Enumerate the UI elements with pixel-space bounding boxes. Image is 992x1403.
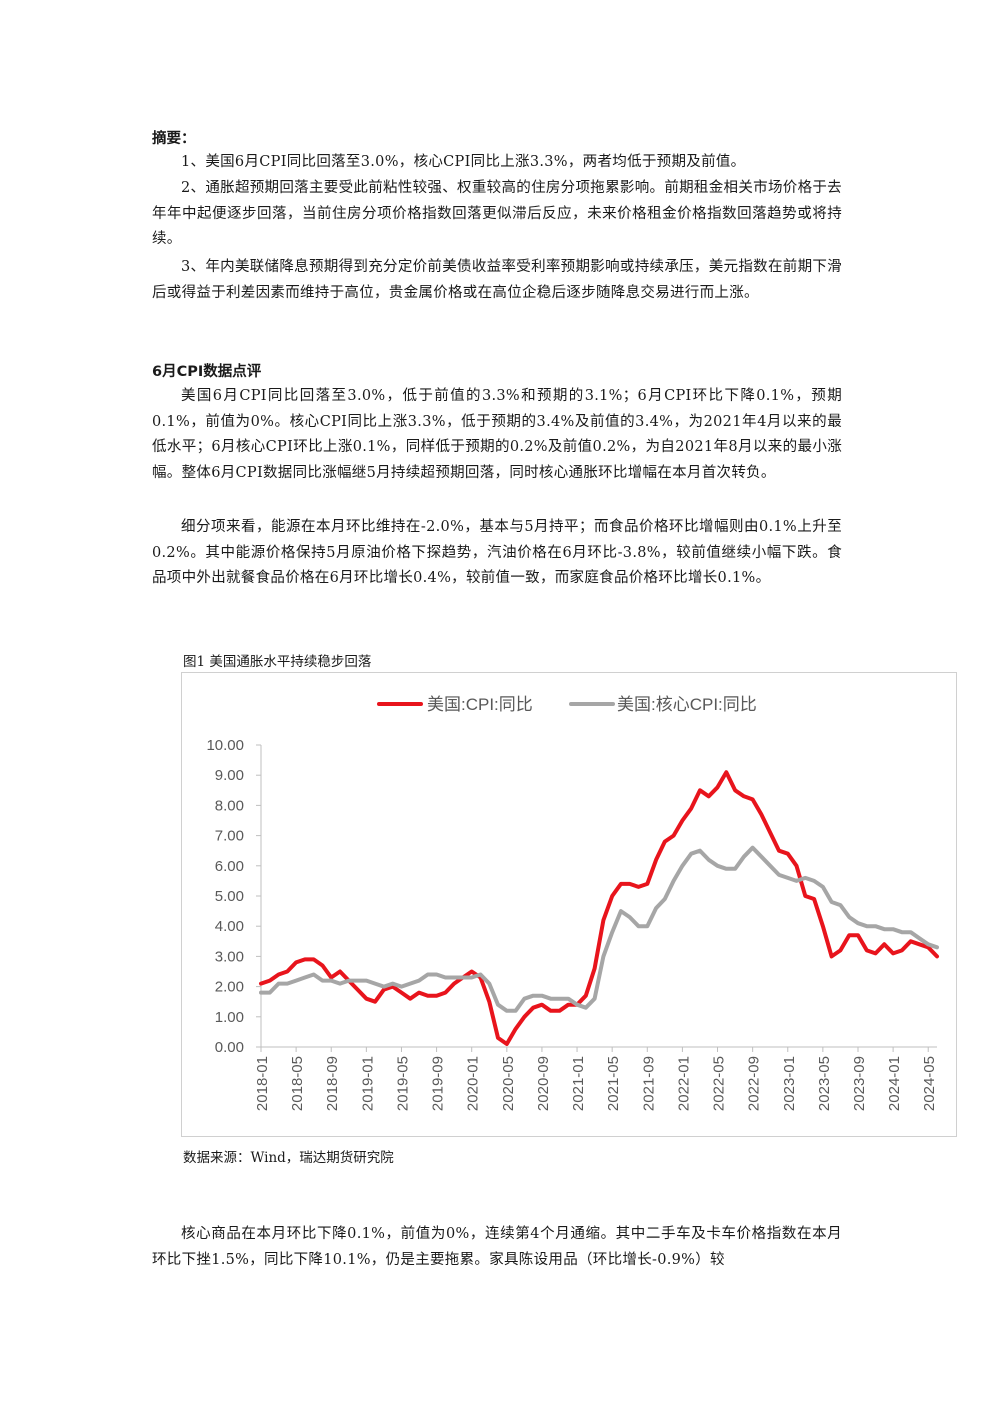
- legend-label-1: 美国:CPI:同比: [427, 695, 533, 714]
- summary-item-3: 3、年内美联储降息预期得到充分定价前美债收益率受利率预期影响或持续承压，美元指数…: [152, 259, 842, 301]
- x-tick-label: 2018-09: [324, 1056, 341, 1111]
- legend-label-2: 美国:核心CPI:同比: [617, 695, 757, 714]
- x-tick-label: 2021-01: [570, 1056, 587, 1111]
- figure-caption: 图1 美国通胀水平持续稳步回落: [183, 654, 372, 670]
- y-tick-label: 9.00: [215, 767, 244, 784]
- x-tick-label: 2020-01: [465, 1056, 482, 1111]
- x-tick-label: 2020-09: [535, 1056, 552, 1111]
- y-tick-label: 6.00: [215, 858, 244, 875]
- bottom-paragraph: 核心商品在本月环比下降0.1%，前值为0%，连续第4个月通缩。其中二手车及卡车价…: [152, 1226, 842, 1268]
- summary-item-1: 1、美国6月CPI同比回落至3.0%，核心CPI同比上涨3.3%，两者均低于预期…: [181, 154, 746, 170]
- figure-source: 数据来源：Wind，瑞达期货研究院: [183, 1150, 394, 1166]
- x-tick-label: 2023-05: [816, 1056, 833, 1111]
- x-tick-label: 2020-05: [500, 1056, 517, 1111]
- x-tick-label: 2023-09: [851, 1056, 868, 1111]
- x-tick-label: 2022-09: [746, 1056, 763, 1111]
- chart-svg: 0.00 1.00 2.00 3.00 4.00 5.00 6.00 7.00 8.00 9.00…: [206, 695, 939, 1111]
- y-tick-label: 1.00: [215, 1009, 244, 1026]
- y-tick-label: 7.00: [215, 828, 244, 845]
- y-tick-label: 0.00: [215, 1039, 244, 1056]
- section-heading: 6月CPI数据点评: [152, 364, 262, 380]
- x-tick-label: 2021-05: [605, 1056, 622, 1111]
- x-tick-label: 2022-01: [675, 1056, 692, 1111]
- series-line-1: [259, 770, 939, 1046]
- x-tick-label: 2019-09: [430, 1056, 447, 1111]
- x-tick-label: 2019-01: [359, 1056, 376, 1111]
- series-line-2: [259, 845, 939, 1013]
- x-tick-label: 2024-05: [921, 1056, 938, 1111]
- section-paragraph-2: 细分项来看，能源在本月环比维持在-2.0%，基本与5月持平；而食品价格环比增幅则…: [152, 519, 842, 586]
- x-tick-label: 2021-09: [640, 1056, 657, 1111]
- x-tick-label: 2024-01: [886, 1056, 903, 1111]
- y-tick-label: 3.00: [215, 948, 244, 965]
- x-tick-label: 2018-05: [289, 1056, 306, 1111]
- y-tick-label: 8.00: [215, 797, 244, 814]
- x-tick-label: 2022-05: [711, 1056, 728, 1111]
- summary-item-2: 2、通胀超预期回落主要受此前粘性较强、权重较高的住房分项拖累影响。前期租金相关市…: [152, 180, 842, 247]
- x-tick-label: 2019-05: [394, 1056, 411, 1111]
- y-tick-label: 5.00: [215, 888, 244, 905]
- x-tick-label: 2023-01: [781, 1056, 798, 1111]
- cpi-line-chart: 0.00 1.00 2.00 3.00 4.00 5.00 6.00 7.00 8.00 9.00…: [181, 672, 957, 1137]
- y-tick-label: 10.00: [206, 737, 244, 754]
- y-tick-label: 4.00: [215, 918, 244, 935]
- section-paragraph-1: 美国6月CPI同比回落至3.0%，低于前值的3.3%和预期的3.1%；6月CPI…: [152, 388, 842, 481]
- x-tick-label: 2018-01: [254, 1056, 271, 1111]
- y-tick-label: 2.00: [215, 979, 244, 996]
- summary-heading: 摘要：: [152, 131, 196, 147]
